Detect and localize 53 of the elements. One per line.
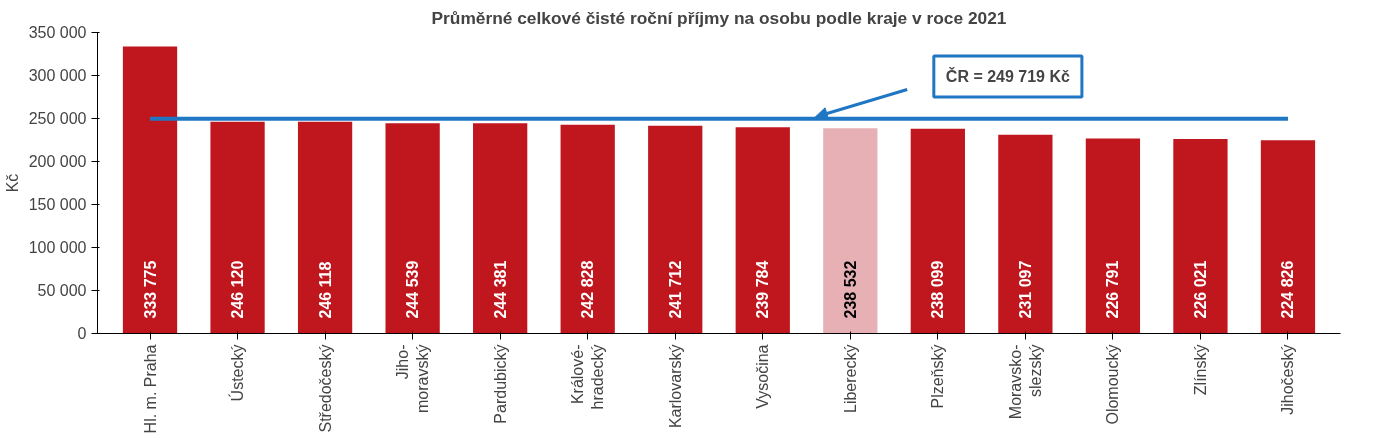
y-tick-label: 350 000: [28, 24, 87, 41]
data-label: 231 097: [1016, 260, 1034, 319]
y-tick-label: 300 000: [28, 67, 87, 84]
bar: [648, 125, 703, 334]
data-label: 246 118: [316, 261, 334, 319]
data-label: 241 712: [666, 260, 684, 319]
bar: [1085, 138, 1141, 334]
x-tick-label: Vysočina: [754, 344, 772, 409]
data-label: 333 775: [141, 260, 159, 319]
bar: [297, 121, 353, 334]
bar: [998, 134, 1053, 334]
x-tick-label: Zlínský: [1191, 344, 1209, 396]
x-tick-label: Olomoucký: [1104, 344, 1122, 425]
data-label: 244 381: [491, 260, 509, 319]
bar: [385, 123, 440, 334]
x-tick-label: Moravsko- slezský: [1006, 344, 1045, 420]
bar: [473, 123, 528, 334]
y-axis-title: Kč: [3, 173, 21, 193]
bar: [735, 127, 790, 334]
x-tick-label: Plzeňský: [929, 344, 947, 409]
x-tick-label: Středočeský: [316, 344, 334, 433]
x-tick-label: Hl. m. Praha: [141, 344, 159, 434]
bar: [823, 128, 878, 334]
chart-title: Průměrné celkové čisté roční příjmy na osobu podle kraje v roce 2021: [431, 7, 1007, 28]
data-label: 239 784: [754, 260, 772, 319]
bar: [560, 124, 615, 334]
y-tick-label: 200 000: [28, 153, 87, 170]
y-tick-label: 0: [77, 325, 87, 342]
data-label: 226 021: [1191, 260, 1209, 319]
y-tick-label: 50 000: [37, 282, 87, 299]
y-tick-label: 250 000: [28, 110, 87, 127]
data-label: 246 120: [229, 260, 247, 319]
ref-line-label: ČR = 249 719 Kč: [945, 67, 1071, 86]
bar: [210, 121, 265, 334]
x-tick-label: Jiho- moravský: [393, 344, 432, 413]
x-tick-label: Liberecký: [841, 344, 859, 413]
x-tick-label: Králové- hradecký: [569, 344, 607, 410]
data-label: 244 539: [404, 260, 422, 319]
data-label: 226 791: [1104, 260, 1122, 319]
bar: [910, 128, 965, 334]
x-tick-label: Jihočeský: [1279, 344, 1297, 415]
x-tick-label: Pardubický: [491, 344, 509, 424]
data-label: 238 532: [841, 260, 859, 319]
data-label: 242 828: [579, 260, 597, 319]
bar: [122, 46, 178, 334]
y-tick-label: 150 000: [28, 196, 87, 213]
x-tick-label: Ústecký: [228, 344, 247, 402]
x-tick-label: Karlovarský: [666, 344, 684, 429]
bar: [1260, 140, 1316, 334]
bar: [1173, 139, 1228, 334]
y-tick-label: 100 000: [28, 239, 87, 256]
data-label: 224 826: [1279, 260, 1297, 319]
data-label: 238 099: [929, 260, 947, 319]
